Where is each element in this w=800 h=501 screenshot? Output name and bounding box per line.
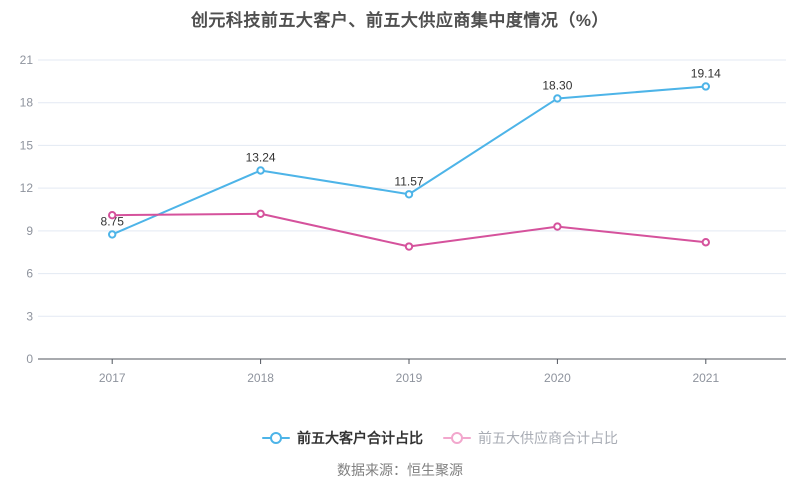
x-axis-tick-label: 2019 <box>396 371 423 385</box>
line-circle-marker-icon <box>443 431 471 445</box>
series-line <box>112 212 706 248</box>
x-axis-tick-label: 2017 <box>99 371 126 385</box>
line-chart[interactable]: 0 3 6 9 12 15 18 21 2017 2018 2019 2020 2021 8.75 13.2… <box>0 0 800 420</box>
data-point-marker[interactable] <box>553 94 562 103</box>
legend-marker-dot <box>270 432 282 444</box>
data-point-marker[interactable] <box>553 222 562 231</box>
legend-label: 前五大供应商合计占比 <box>478 430 618 446</box>
y-axis-tick-label: 3 <box>26 309 33 323</box>
data-point-marker[interactable] <box>256 166 265 175</box>
data-point-label: 11.57 <box>394 174 423 188</box>
data-point-marker[interactable] <box>404 190 414 199</box>
legend-item-customers[interactable]: 前五大客户合计占比 <box>262 430 423 446</box>
data-point-label: 8.75 <box>101 214 125 228</box>
y-axis-tick-label: 18 <box>20 96 34 110</box>
data-point-marker[interactable] <box>108 230 117 239</box>
x-axis-tick-label: 2018 <box>247 371 274 385</box>
data-point-label: 18.30 <box>542 78 572 92</box>
data-point-label: 13.24 <box>246 150 276 164</box>
legend-marker-dot <box>451 432 463 444</box>
y-axis-tick-label: 9 <box>26 224 33 238</box>
data-point-marker[interactable] <box>701 238 710 247</box>
y-axis-tick-label: 12 <box>20 181 34 195</box>
y-axis-tick-label: 6 <box>26 267 33 281</box>
legend: 前五大客户合计占比 前五大供应商合计占比 <box>40 430 800 446</box>
data-point-marker[interactable] <box>256 209 265 218</box>
legend-label: 前五大客户合计占比 <box>297 430 423 446</box>
data-point-marker[interactable] <box>404 242 414 251</box>
y-axis-tick-label: 0 <box>26 352 33 366</box>
data-source-label: 数据来源：恒生聚源 <box>337 462 463 478</box>
x-axis-tick-label: 2020 <box>544 371 571 385</box>
x-axis-tick-label: 2021 <box>692 371 719 385</box>
data-point-marker[interactable] <box>701 82 710 91</box>
legend-item-suppliers[interactable]: 前五大供应商合计占比 <box>443 430 618 446</box>
data-point-label: 19.14 <box>691 66 721 80</box>
data-point-marker[interactable] <box>108 210 117 220</box>
series-line <box>111 85 706 236</box>
y-axis-tick-label: 15 <box>20 138 34 152</box>
line-circle-marker-icon <box>262 431 290 445</box>
chart-title: 创元科技前五大客户、前五大供应商集中度情况（%） <box>190 11 610 30</box>
y-axis-tick-label: 21 <box>20 53 34 67</box>
